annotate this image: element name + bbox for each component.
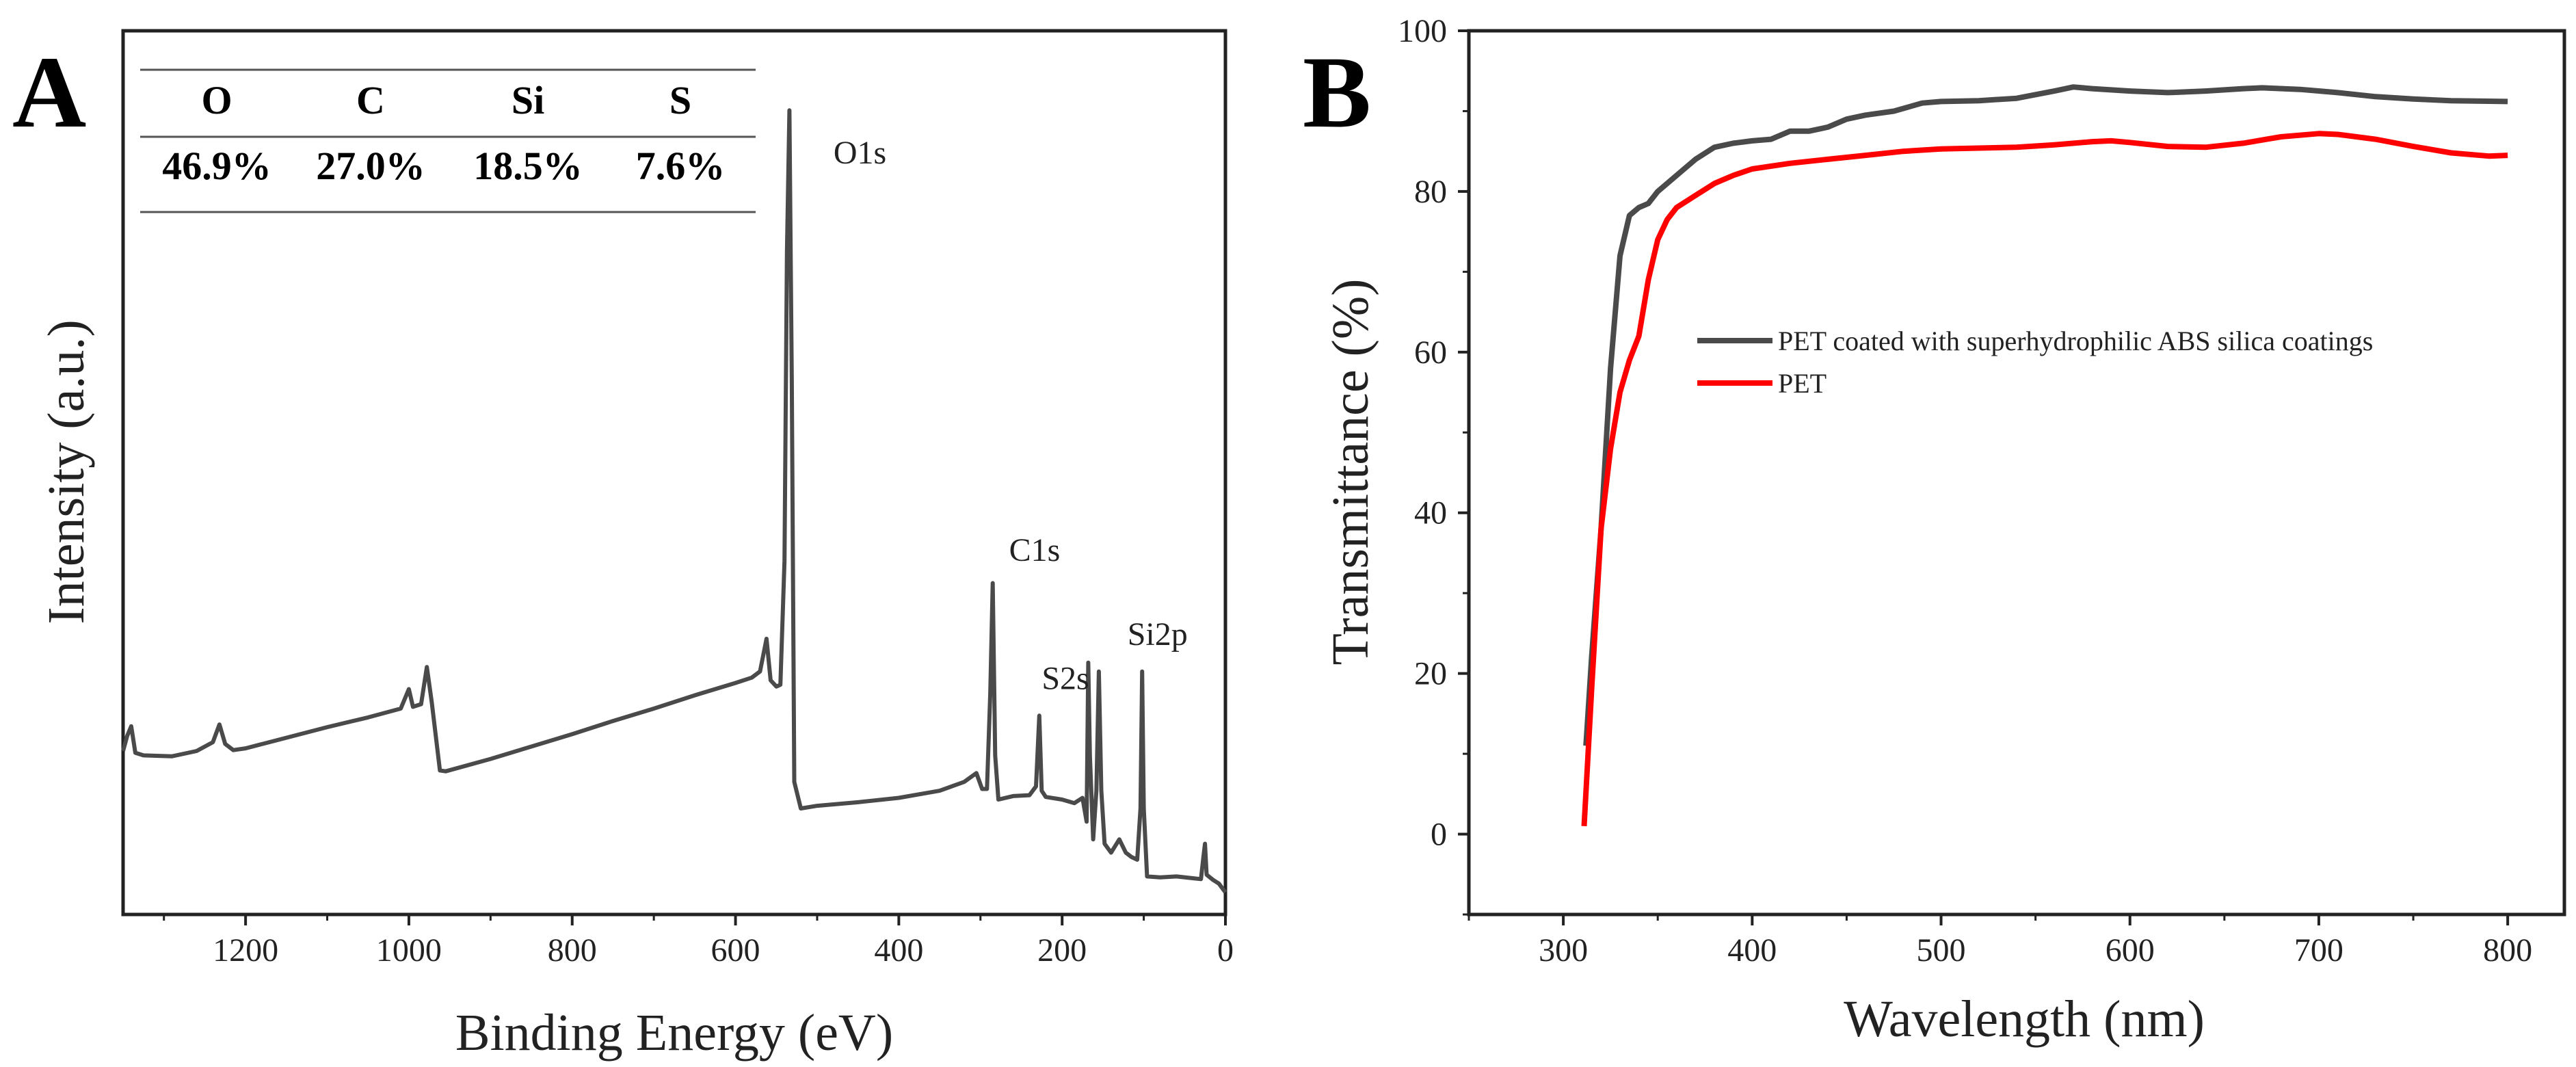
panel-b-y-tick-label: 0: [1431, 817, 1447, 853]
panel-b-y-axis-title: Transmittance (%): [1322, 279, 1379, 666]
panel-b-x-tick-label: 500: [1917, 932, 1966, 969]
panel-a: A 1200 1000 800 600 400 200 0 O1s C1s S2s Si2p O …: [12, 29, 1234, 1062]
panel-b-ticks: 300 400 500 600 700 800 0 20 40 60 80 100: [1398, 13, 2532, 969]
panel-a-axes-frame: [121, 29, 1227, 917]
panel-b-legend: PET coated with superhydrophilic ABS sil…: [1697, 326, 2373, 399]
table-value-c: 27.0%: [316, 144, 425, 188]
legend-label-pet: PET: [1778, 368, 1827, 399]
panel-a-x-tick-label: 400: [874, 932, 923, 969]
table-value-si: 18.5%: [473, 144, 583, 188]
panel-a-x-tick-label: 600: [711, 932, 760, 969]
panel-a-x-ticks: 1200 1000 800 600 400 200 0: [163, 914, 1234, 969]
peak-label-s2s: S2s: [1041, 661, 1089, 697]
panel-a-x-axis-title: Binding Energy (eV): [455, 1004, 893, 1062]
panel-a-letter: A: [12, 36, 86, 149]
panel-a-peak-labels: O1s C1s S2s Si2p: [834, 135, 1188, 697]
panel-a-x-tick-label: 0: [1217, 932, 1234, 969]
panel-b-y-tick-label: 60: [1414, 334, 1447, 371]
panel-b-x-tick-label: 400: [1727, 932, 1777, 969]
table-header-si: Si: [512, 78, 544, 122]
panel-b: B 300 400 500 600 700 800 0 20 40 60 80 100 PET coa…: [1303, 13, 2566, 1048]
panel-b-y-tick-label: 40: [1414, 495, 1447, 531]
panel-b-x-tick-label: 300: [1539, 932, 1588, 969]
panel-a-x-tick-label: 1000: [376, 932, 442, 969]
panel-a-y-axis-title: Intensity (a.u.): [38, 319, 95, 624]
panel-b-x-axis-title: Wavelength (nm): [1844, 990, 2205, 1048]
table-value-s: 7.6%: [636, 144, 726, 188]
panel-b-x-tick-label: 800: [2483, 932, 2532, 969]
panel-a-xps-survey-line: [121, 108, 1227, 894]
table-value-o: 46.9%: [162, 144, 271, 188]
panel-b-y-tick-label: 80: [1414, 174, 1447, 210]
table-header-o: O: [201, 78, 232, 122]
panel-b-letter: B: [1303, 36, 1371, 149]
table-header-c: C: [356, 78, 385, 122]
panel-b-axes-frame: [1467, 29, 2566, 917]
panel-b-y-tick-label: 100: [1398, 13, 1447, 49]
peak-label-c1s: C1s: [1009, 532, 1061, 568]
table-header-s: S: [669, 78, 691, 122]
panel-a-x-tick-label: 800: [548, 932, 597, 969]
panel-b-x-tick-label: 700: [2294, 932, 2343, 969]
panel-a-x-tick-label: 1200: [213, 932, 278, 969]
peak-label-si2p: Si2p: [1128, 616, 1188, 653]
peak-label-o1s: O1s: [834, 135, 886, 171]
panel-b-x-tick-label: 600: [2106, 932, 2155, 969]
panel-a-x-tick-label: 200: [1037, 932, 1087, 969]
panel-b-y-tick-label: 20: [1414, 656, 1447, 692]
element-composition-table: O C Si S 46.9% 27.0% 18.5% 7.6%: [140, 68, 756, 213]
legend-label-coated-pet: PET coated with superhydrophilic ABS sil…: [1778, 326, 2373, 356]
panel-b-pet-line: [1581, 131, 2508, 827]
panel-b-coated-pet-line: [1583, 84, 2508, 746]
